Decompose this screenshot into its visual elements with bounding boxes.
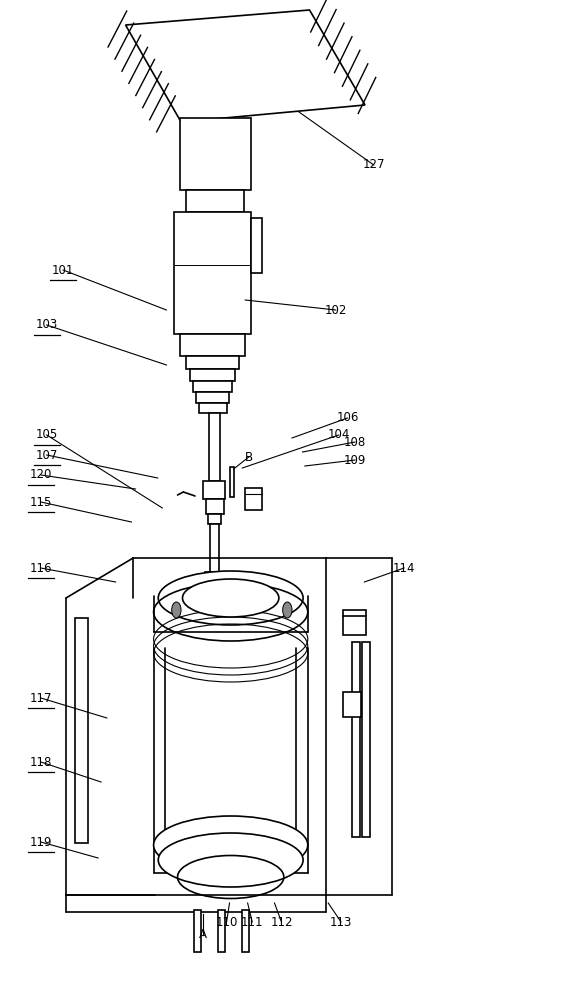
Bar xyxy=(362,642,370,837)
Text: 105: 105 xyxy=(36,428,58,442)
Bar xyxy=(242,910,249,952)
Text: 102: 102 xyxy=(325,304,347,316)
Text: 117: 117 xyxy=(30,692,52,704)
Bar xyxy=(194,910,201,952)
Text: 101: 101 xyxy=(52,263,74,276)
Text: 127: 127 xyxy=(363,158,385,172)
Bar xyxy=(180,334,245,356)
Text: 106: 106 xyxy=(336,411,359,424)
Bar xyxy=(203,481,225,499)
Bar xyxy=(245,488,262,510)
Text: 110: 110 xyxy=(215,916,238,929)
Bar xyxy=(207,585,223,595)
Bar xyxy=(206,499,224,514)
Bar xyxy=(251,218,262,273)
Bar xyxy=(199,403,227,413)
Bar xyxy=(75,618,88,843)
Bar xyxy=(343,610,366,635)
Bar xyxy=(352,642,360,837)
Text: 113: 113 xyxy=(330,916,352,929)
Text: 116: 116 xyxy=(30,561,52,574)
Bar xyxy=(210,524,219,572)
Text: A: A xyxy=(199,928,207,941)
Ellipse shape xyxy=(154,816,308,874)
Text: 112: 112 xyxy=(270,916,293,929)
Text: 118: 118 xyxy=(30,756,52,768)
Text: 109: 109 xyxy=(344,454,366,466)
Text: B: B xyxy=(245,451,253,464)
Bar xyxy=(190,369,235,381)
Bar xyxy=(208,514,221,524)
Bar xyxy=(186,356,239,369)
Ellipse shape xyxy=(158,833,303,887)
Circle shape xyxy=(172,602,181,618)
Bar xyxy=(343,692,361,717)
Text: 104: 104 xyxy=(328,428,350,442)
Text: 119: 119 xyxy=(30,835,52,848)
Text: 114: 114 xyxy=(393,561,415,574)
Bar xyxy=(205,572,225,585)
Ellipse shape xyxy=(158,571,303,625)
Bar xyxy=(209,413,220,481)
Text: 111: 111 xyxy=(241,916,263,929)
Bar xyxy=(230,467,234,497)
Bar xyxy=(218,910,225,952)
Bar xyxy=(193,381,232,392)
Text: 108: 108 xyxy=(344,436,366,448)
Ellipse shape xyxy=(182,579,279,617)
Text: 115: 115 xyxy=(30,495,52,508)
Polygon shape xyxy=(126,10,365,122)
Text: 120: 120 xyxy=(30,468,52,482)
Bar xyxy=(174,212,251,334)
Text: 107: 107 xyxy=(36,449,58,462)
Circle shape xyxy=(283,602,292,618)
Bar xyxy=(180,118,251,190)
Bar xyxy=(186,190,244,212)
Text: 103: 103 xyxy=(36,318,58,332)
Bar xyxy=(196,392,229,403)
